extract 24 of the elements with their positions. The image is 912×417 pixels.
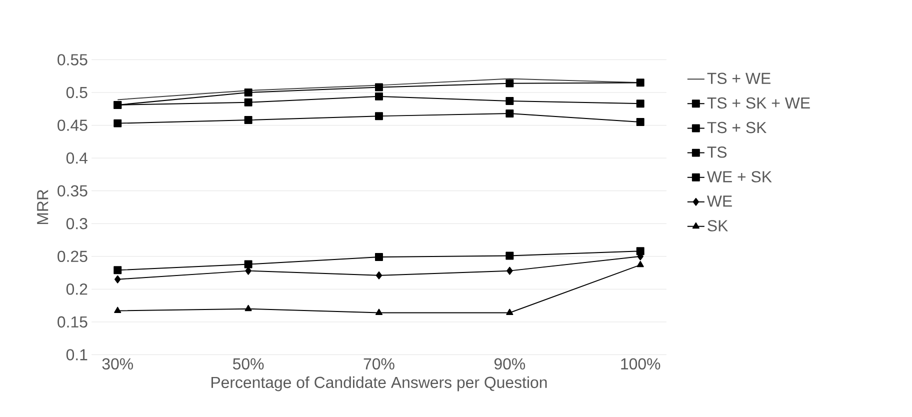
x-axis-title: Percentage of Candidate Answers per Question xyxy=(211,376,547,392)
legend-label: TS xyxy=(707,146,727,158)
y-axis-title: MRR xyxy=(37,190,48,224)
y-tick-label: 0.1 xyxy=(66,349,88,360)
y-tick-label: 0.3 xyxy=(66,218,88,230)
legend-label: TS + WE xyxy=(707,72,770,84)
y-tick-label: 0.35 xyxy=(58,185,88,196)
y-tick-label: 0.25 xyxy=(58,250,88,262)
x-tick-label: 100% xyxy=(621,358,660,370)
x-tick-label: 70% xyxy=(364,358,394,370)
legend-label: SK xyxy=(708,220,728,232)
legend-label: TS + SK xyxy=(707,122,767,134)
y-tick-label: 0.55 xyxy=(58,54,88,66)
legend-label: TS + SK + WE xyxy=(707,97,810,109)
y-tick-label: 0.45 xyxy=(58,120,88,131)
y-tick-label: 0.2 xyxy=(66,284,88,295)
y-tick-label: 0.15 xyxy=(58,316,88,328)
y-tick-label: 0.5 xyxy=(66,86,88,98)
x-tick-label: 90% xyxy=(494,358,526,370)
x-tick-label: 30% xyxy=(102,358,133,370)
legend-label: WE + SK xyxy=(706,171,772,182)
x-tick-label: 50% xyxy=(232,358,264,370)
y-tick-label: 0.4 xyxy=(66,152,88,164)
legend-label: WE xyxy=(706,196,732,207)
